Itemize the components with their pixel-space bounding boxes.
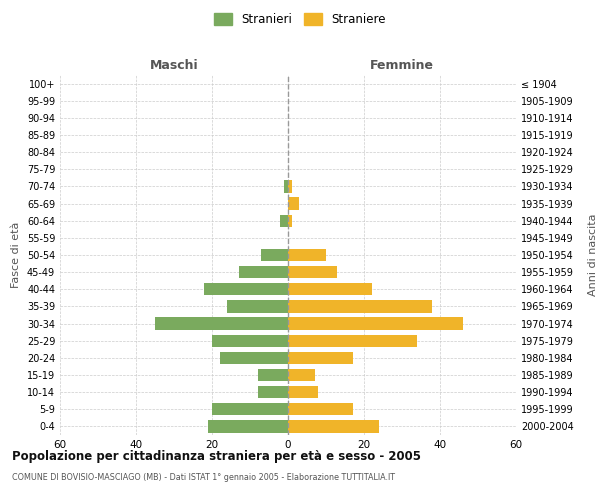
- Bar: [257, 386, 288, 398]
- Text: Maschi: Maschi: [149, 58, 199, 71]
- Bar: [227, 300, 288, 312]
- Bar: [288, 352, 353, 364]
- Bar: [239, 266, 288, 278]
- Bar: [288, 300, 433, 312]
- Bar: [288, 318, 463, 330]
- Bar: [288, 369, 314, 381]
- Y-axis label: Anni di nascita: Anni di nascita: [587, 214, 598, 296]
- Bar: [288, 334, 417, 347]
- Bar: [288, 403, 353, 415]
- Bar: [288, 283, 371, 296]
- Text: Femmine: Femmine: [370, 58, 434, 71]
- Bar: [220, 352, 288, 364]
- Bar: [284, 180, 288, 192]
- Bar: [212, 334, 288, 347]
- Text: COMUNE DI BOVISIO-MASCIAGO (MB) - Dati ISTAT 1° gennaio 2005 - Elaborazione TUTT: COMUNE DI BOVISIO-MASCIAGO (MB) - Dati I…: [12, 472, 395, 482]
- Bar: [280, 214, 288, 227]
- Bar: [288, 249, 326, 261]
- Bar: [205, 283, 288, 296]
- Text: Popolazione per cittadinanza straniera per età e sesso - 2005: Popolazione per cittadinanza straniera p…: [12, 450, 421, 463]
- Bar: [288, 198, 299, 209]
- Bar: [288, 420, 379, 432]
- Bar: [288, 266, 337, 278]
- Legend: Stranieri, Straniere: Stranieri, Straniere: [209, 8, 391, 31]
- Bar: [288, 180, 292, 192]
- Bar: [288, 386, 319, 398]
- Bar: [208, 420, 288, 432]
- Bar: [212, 403, 288, 415]
- Y-axis label: Fasce di età: Fasce di età: [11, 222, 21, 288]
- Bar: [288, 214, 292, 227]
- Bar: [262, 249, 288, 261]
- Bar: [257, 369, 288, 381]
- Bar: [155, 318, 288, 330]
